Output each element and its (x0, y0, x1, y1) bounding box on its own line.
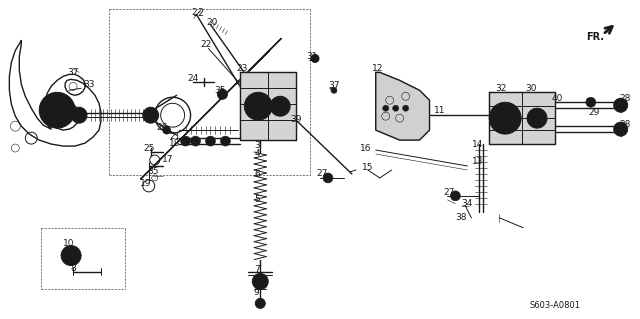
Text: 24: 24 (187, 74, 198, 83)
Text: 9: 9 (253, 288, 259, 297)
Circle shape (393, 105, 399, 111)
Text: 27: 27 (316, 169, 328, 178)
Polygon shape (241, 72, 296, 140)
Text: 18: 18 (169, 138, 180, 148)
Circle shape (205, 136, 216, 146)
Circle shape (252, 273, 268, 289)
Polygon shape (489, 92, 555, 144)
Text: 35: 35 (147, 167, 159, 176)
Text: 27: 27 (444, 188, 455, 197)
Circle shape (270, 96, 290, 116)
Text: 13: 13 (472, 158, 483, 167)
Text: 26: 26 (156, 122, 168, 132)
Text: S603-A0801: S603-A0801 (529, 301, 580, 310)
Text: 31: 31 (307, 52, 318, 61)
Text: 8: 8 (70, 264, 76, 273)
Circle shape (191, 136, 200, 146)
Text: 37: 37 (328, 81, 340, 90)
Text: 30: 30 (525, 84, 537, 93)
Circle shape (244, 92, 272, 120)
Text: 5: 5 (254, 195, 260, 204)
Text: 25: 25 (143, 144, 154, 152)
Circle shape (71, 107, 87, 123)
Polygon shape (376, 72, 429, 140)
Circle shape (253, 101, 263, 111)
Text: 3: 3 (254, 141, 260, 150)
Text: 7: 7 (254, 265, 260, 274)
Text: 2: 2 (192, 8, 197, 17)
Circle shape (614, 98, 628, 112)
Text: 17: 17 (162, 155, 173, 165)
Circle shape (44, 96, 71, 124)
Text: 6: 6 (254, 170, 260, 179)
Circle shape (489, 102, 521, 134)
Text: 28: 28 (619, 94, 630, 103)
Text: 22: 22 (200, 40, 211, 49)
Circle shape (331, 87, 337, 93)
Circle shape (403, 105, 408, 111)
Circle shape (451, 191, 460, 201)
Circle shape (39, 92, 75, 128)
Text: 33: 33 (83, 80, 95, 89)
Circle shape (180, 136, 191, 146)
Text: 4: 4 (255, 149, 260, 158)
Circle shape (499, 112, 511, 124)
Circle shape (61, 246, 81, 265)
Text: 29: 29 (588, 108, 600, 117)
Text: FR.: FR. (586, 32, 604, 41)
Circle shape (383, 105, 388, 111)
Circle shape (255, 298, 265, 308)
Text: 37: 37 (67, 68, 79, 77)
Text: 11: 11 (434, 106, 445, 115)
Text: 34: 34 (461, 199, 473, 208)
Text: 38: 38 (456, 213, 467, 222)
Text: 19: 19 (140, 179, 152, 189)
Text: 10: 10 (63, 239, 75, 248)
Text: 21: 21 (169, 132, 180, 141)
Circle shape (323, 173, 333, 183)
Circle shape (47, 100, 67, 120)
Circle shape (163, 126, 171, 134)
Text: 35: 35 (214, 86, 226, 95)
Circle shape (494, 107, 516, 129)
Text: 23: 23 (237, 64, 248, 73)
Text: 14: 14 (472, 140, 483, 149)
Circle shape (143, 107, 159, 123)
Circle shape (51, 104, 63, 116)
Text: 20: 20 (207, 18, 218, 27)
Text: 15: 15 (362, 163, 374, 173)
Circle shape (255, 277, 265, 286)
Circle shape (586, 97, 596, 107)
Circle shape (311, 55, 319, 63)
Text: 2: 2 (197, 8, 204, 18)
Circle shape (614, 122, 628, 136)
Text: 32: 32 (495, 84, 507, 93)
Circle shape (527, 108, 547, 128)
Text: 39: 39 (291, 115, 302, 124)
Circle shape (220, 136, 230, 146)
Text: 28: 28 (619, 120, 630, 129)
Circle shape (248, 96, 268, 116)
Text: 12: 12 (372, 64, 383, 73)
Text: 16: 16 (360, 144, 372, 152)
Circle shape (74, 110, 84, 120)
Text: 40: 40 (551, 94, 563, 103)
Circle shape (218, 89, 227, 99)
